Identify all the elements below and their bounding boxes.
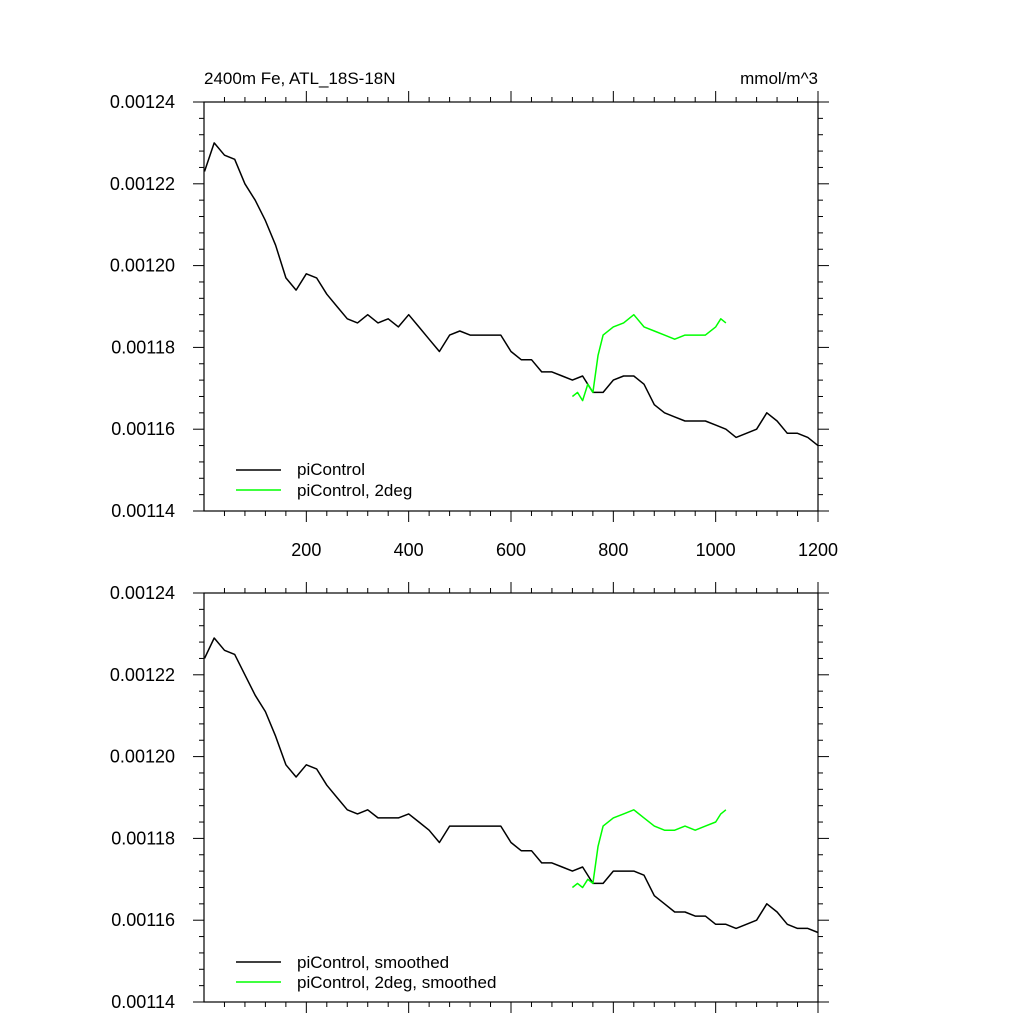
- top-y-tick-label: 0.00118: [111, 337, 175, 357]
- bottom-series-lines: [203, 637, 819, 934]
- bottom-y-tick-label: 0.00118: [111, 828, 175, 848]
- top-x-tick-label: 800: [598, 540, 628, 560]
- legend-label-picontrol-2deg: piControl, 2deg: [297, 481, 412, 500]
- top-x-tick-label: 1200: [798, 540, 838, 560]
- bottom-y-tick-label: 0.00122: [110, 665, 175, 685]
- top-x-tick-label: 1000: [696, 540, 736, 560]
- bottom-y-tick-label: 0.00116: [111, 910, 175, 930]
- legend-label-picontrol-smoothed: piControl, smoothed: [297, 953, 449, 972]
- bottom-legend: piControl, smoothed piControl, 2deg, smo…: [236, 953, 496, 992]
- bottom-y-tick-label: 0.00114: [111, 992, 175, 1012]
- top-x-tick-label: 400: [394, 540, 424, 560]
- units-label: mmol/m^3: [740, 69, 818, 88]
- top-legend: piControl piControl, 2deg: [236, 460, 412, 500]
- top-y-tick-label: 0.00114: [111, 501, 175, 521]
- bottom-y-tick-label: 0.00120: [110, 747, 175, 767]
- top-series-line-0: [203, 142, 819, 447]
- top-y-tick-label: 0.00116: [111, 419, 175, 439]
- chart-title: 2400m Fe, ATL_18S-18N: [204, 69, 396, 88]
- top-y-tick-labels: 0.00114 0.00116 0.00118 0.00120 0.00122 0.001…: [110, 92, 175, 521]
- legend-label-picontrol-2deg-smoothed: piControl, 2deg, smoothed: [297, 973, 496, 992]
- top-axis-ticks: [193, 91, 829, 522]
- top-series-line-1: [571, 313, 727, 402]
- top-panel: 2400m Fe, ATL_18S-18N mmol/m^3 0.001140.…: [110, 69, 838, 560]
- bottom-plot-frame: [203, 592, 819, 1003]
- top-y-tick-label: 0.00120: [110, 256, 175, 276]
- top-x-tick-labels: 200 400 600 800 1000 1200: [291, 540, 838, 560]
- bottom-panel: 0.00114 0.00116 0.00118 0.00120 0.00122 0.001…: [110, 582, 829, 1013]
- bottom-y-tick-label: 0.00124: [110, 583, 175, 603]
- top-y-tick-label: 0.00122: [110, 174, 175, 194]
- top-x-tick-label: 200: [291, 540, 321, 560]
- top-y-tick-label: 0.00124: [110, 92, 175, 112]
- top-x-tick-label: 600: [496, 540, 526, 560]
- legend-label-picontrol: piControl: [297, 460, 365, 479]
- bottom-y-tick-labels: 0.00114 0.00116 0.00118 0.00120 0.00122 0.001…: [110, 583, 175, 1012]
- top-plot-frame: [203, 101, 819, 512]
- top-series-lines: [203, 142, 819, 447]
- bottom-series-line-1: [571, 809, 727, 889]
- bottom-series-line-0: [203, 637, 819, 934]
- bottom-axis-ticks: [193, 582, 829, 1013]
